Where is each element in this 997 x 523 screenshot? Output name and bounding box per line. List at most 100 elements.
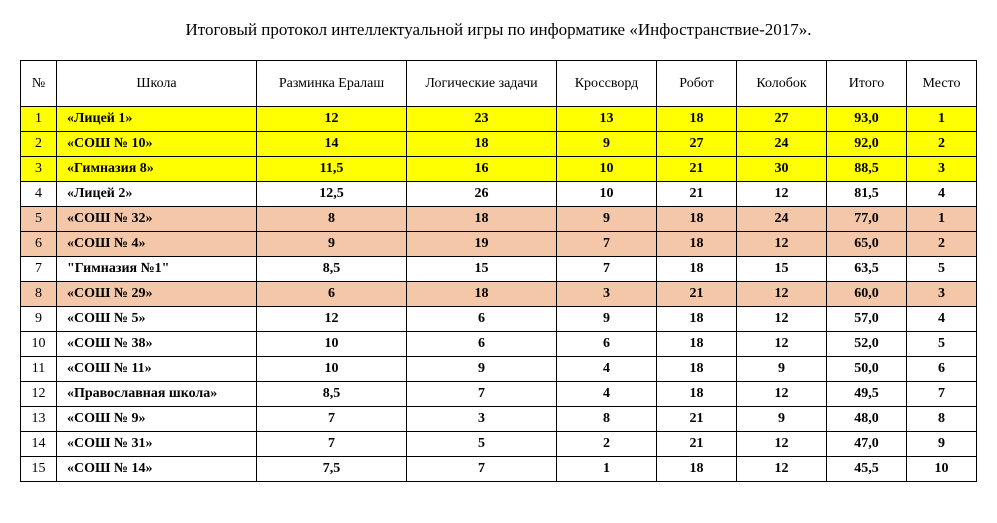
cell-round2: 26 xyxy=(407,182,557,207)
table-row: 1«Лицей 1»122313182793,01 xyxy=(21,107,977,132)
cell-total: 50,0 xyxy=(827,357,907,382)
cell-place: 2 xyxy=(907,132,977,157)
cell-total: 88,5 xyxy=(827,157,907,182)
cell-round4: 18 xyxy=(657,257,737,282)
cell-total: 77,0 xyxy=(827,207,907,232)
cell-school: «СОШ № 5» xyxy=(57,307,257,332)
cell-round2: 23 xyxy=(407,107,557,132)
cell-num: 2 xyxy=(21,132,57,157)
cell-round2: 7 xyxy=(407,457,557,482)
cell-round3: 9 xyxy=(557,207,657,232)
cell-school: «СОШ № 38» xyxy=(57,332,257,357)
cell-round5: 9 xyxy=(737,357,827,382)
table-row: 11«СОШ № 11»109418950,06 xyxy=(21,357,977,382)
cell-round2: 16 xyxy=(407,157,557,182)
cell-school: «СОШ № 10» xyxy=(57,132,257,157)
cell-round4: 18 xyxy=(657,207,737,232)
cell-round3: 4 xyxy=(557,357,657,382)
cell-round4: 21 xyxy=(657,157,737,182)
cell-place: 4 xyxy=(907,307,977,332)
cell-num: 13 xyxy=(21,407,57,432)
cell-round1: 7,5 xyxy=(257,457,407,482)
cell-place: 5 xyxy=(907,332,977,357)
cell-round2: 3 xyxy=(407,407,557,432)
cell-round4: 18 xyxy=(657,357,737,382)
table-row: 3«Гимназия 8»11,51610213088,53 xyxy=(21,157,977,182)
cell-round5: 9 xyxy=(737,407,827,432)
table-row: 9«СОШ № 5»1269181257,04 xyxy=(21,307,977,332)
cell-round5: 12 xyxy=(737,182,827,207)
table-body: 1«Лицей 1»122313182793,012«СОШ № 10»1418… xyxy=(21,107,977,482)
cell-round4: 18 xyxy=(657,232,737,257)
cell-num: 5 xyxy=(21,207,57,232)
table-row: 2«СОШ № 10»14189272492,02 xyxy=(21,132,977,157)
cell-round3: 10 xyxy=(557,157,657,182)
cell-round1: 8,5 xyxy=(257,382,407,407)
col-header-round2: Логические задачи xyxy=(407,61,557,107)
cell-round4: 27 xyxy=(657,132,737,157)
cell-round3: 8 xyxy=(557,407,657,432)
cell-round5: 12 xyxy=(737,232,827,257)
cell-total: 47,0 xyxy=(827,432,907,457)
cell-school: «Лицей 2» xyxy=(57,182,257,207)
cell-round3: 3 xyxy=(557,282,657,307)
cell-total: 93,0 xyxy=(827,107,907,132)
cell-round2: 7 xyxy=(407,382,557,407)
cell-round5: 30 xyxy=(737,157,827,182)
cell-place: 8 xyxy=(907,407,977,432)
table-row: 8«СОШ № 29»6183211260,03 xyxy=(21,282,977,307)
cell-num: 11 xyxy=(21,357,57,382)
cell-num: 4 xyxy=(21,182,57,207)
col-header-school: Школа xyxy=(57,61,257,107)
cell-num: 8 xyxy=(21,282,57,307)
cell-num: 6 xyxy=(21,232,57,257)
cell-round2: 6 xyxy=(407,332,557,357)
cell-round1: 8 xyxy=(257,207,407,232)
cell-num: 12 xyxy=(21,382,57,407)
cell-round5: 12 xyxy=(737,282,827,307)
cell-round2: 5 xyxy=(407,432,557,457)
cell-place: 7 xyxy=(907,382,977,407)
cell-round1: 12 xyxy=(257,107,407,132)
cell-round3: 7 xyxy=(557,232,657,257)
cell-total: 81,5 xyxy=(827,182,907,207)
cell-round5: 27 xyxy=(737,107,827,132)
cell-round3: 13 xyxy=(557,107,657,132)
col-header-num: № xyxy=(21,61,57,107)
cell-round3: 1 xyxy=(557,457,657,482)
results-table: № Школа Разминка Ералаш Логические задач… xyxy=(20,60,977,482)
cell-round1: 14 xyxy=(257,132,407,157)
cell-round1: 11,5 xyxy=(257,157,407,182)
cell-total: 49,5 xyxy=(827,382,907,407)
cell-school: «СОШ № 9» xyxy=(57,407,257,432)
cell-total: 92,0 xyxy=(827,132,907,157)
cell-place: 9 xyxy=(907,432,977,457)
cell-round5: 12 xyxy=(737,457,827,482)
cell-place: 1 xyxy=(907,107,977,132)
cell-num: 1 xyxy=(21,107,57,132)
table-row: 10«СОШ № 38»1066181252,05 xyxy=(21,332,977,357)
cell-total: 48,0 xyxy=(827,407,907,432)
cell-school: «Гимназия 8» xyxy=(57,157,257,182)
cell-place: 5 xyxy=(907,257,977,282)
cell-num: 3 xyxy=(21,157,57,182)
cell-round1: 7 xyxy=(257,432,407,457)
col-header-round3: Кроссворд xyxy=(557,61,657,107)
col-header-round4: Робот xyxy=(657,61,737,107)
cell-round5: 12 xyxy=(737,432,827,457)
cell-num: 9 xyxy=(21,307,57,332)
cell-place: 6 xyxy=(907,357,977,382)
cell-round2: 6 xyxy=(407,307,557,332)
cell-total: 57,0 xyxy=(827,307,907,332)
cell-round3: 10 xyxy=(557,182,657,207)
cell-place: 2 xyxy=(907,232,977,257)
cell-round1: 7 xyxy=(257,407,407,432)
cell-round1: 12 xyxy=(257,307,407,332)
cell-round4: 18 xyxy=(657,307,737,332)
cell-round5: 24 xyxy=(737,132,827,157)
col-header-round5: Колобок xyxy=(737,61,827,107)
cell-round5: 12 xyxy=(737,307,827,332)
cell-round5: 24 xyxy=(737,207,827,232)
cell-round4: 18 xyxy=(657,457,737,482)
cell-round4: 18 xyxy=(657,332,737,357)
